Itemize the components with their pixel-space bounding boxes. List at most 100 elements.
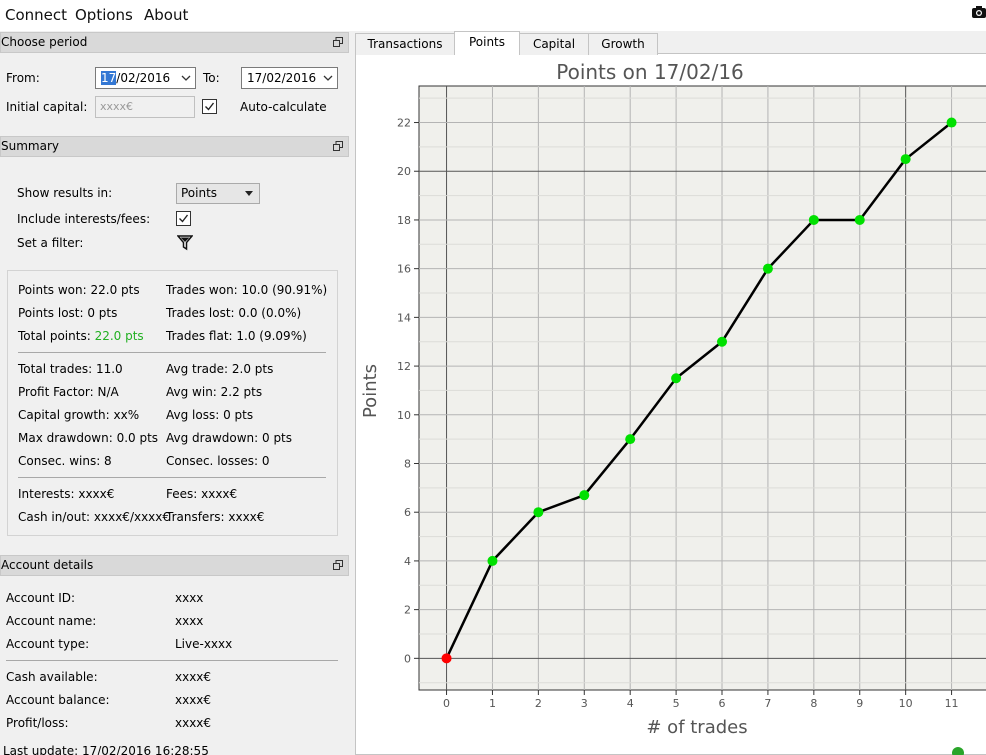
points-won: Points won: 22.0 pts xyxy=(18,283,140,297)
grid xyxy=(419,86,986,690)
y-tick-label: 20 xyxy=(397,165,411,178)
avg-trade: Avg trade: 2.0 pts xyxy=(166,362,274,376)
tab-capital[interactable]: Capital xyxy=(519,33,589,55)
account-details-dock-title: Account details xyxy=(0,555,349,576)
filter-label: Set a filter: xyxy=(17,236,84,250)
total-points: Total points: 22.0 pts xyxy=(18,329,144,343)
consec-losses: Consec. losses: 0 xyxy=(166,454,270,468)
y-tick-label: 6 xyxy=(404,506,411,519)
auto-calculate-checkbox[interactable] xyxy=(202,99,217,114)
capital-growth: Capital growth: xx% xyxy=(18,408,140,422)
data-point xyxy=(533,507,544,518)
dropdown-arrow-icon xyxy=(245,191,253,196)
total-trades: Total trades: 11.0 xyxy=(18,362,123,376)
y-tick-label: 2 xyxy=(404,604,411,617)
trades-flat: Trades flat: 1.0 (9.09%) xyxy=(166,329,307,343)
data-point xyxy=(900,154,911,165)
cash-available-label: Cash available: xyxy=(6,670,98,684)
plot-area xyxy=(418,85,986,691)
tab-points[interactable]: Points xyxy=(454,31,520,55)
camera-icon[interactable] xyxy=(972,6,986,18)
total-points-value: 22.0 pts xyxy=(94,329,144,343)
account-name-value: xxxx xyxy=(175,614,204,628)
account-type-label: Account type: xyxy=(6,637,90,651)
include-interests-label: Include interests/fees: xyxy=(17,212,151,226)
fees: Fees: xxxx€ xyxy=(166,487,238,501)
dock-float-icon[interactable] xyxy=(333,560,343,570)
from-label: From: xyxy=(6,71,40,85)
dock-float-icon[interactable] xyxy=(333,141,343,151)
y-tick-label: 12 xyxy=(397,360,411,373)
tab-transactions[interactable]: Transactions xyxy=(355,33,455,55)
auto-calculate-label: Auto-calculate xyxy=(240,100,327,114)
from-date-day: 17 xyxy=(101,71,117,85)
series-points xyxy=(441,117,957,664)
connection-status-indicator xyxy=(952,747,964,755)
checkmark-icon xyxy=(179,214,189,223)
cash-available-value: xxxx€ xyxy=(175,670,212,684)
y-tick-label: 10 xyxy=(397,409,411,422)
initial-capital-label: Initial capital: xyxy=(6,100,88,114)
account-balance-value: xxxx€ xyxy=(175,693,212,707)
data-point xyxy=(487,555,498,566)
show-results-value: Points xyxy=(181,186,218,200)
account-type-value: Live-xxxx xyxy=(175,637,233,651)
y-tick-label: 0 xyxy=(404,652,411,665)
profit-factor: Profit Factor: N/A xyxy=(18,385,119,399)
x-tick-label: 9 xyxy=(856,697,863,710)
trades-lost: Trades lost: 0.0 (0.0%) xyxy=(166,306,302,320)
x-tick-label: 10 xyxy=(899,697,913,710)
account-name-label: Account name: xyxy=(6,614,97,628)
choose-period-dock-title: Choose period xyxy=(0,32,349,53)
summary-title: Summary xyxy=(1,139,59,153)
series-line xyxy=(445,121,953,659)
y-tick-label: 16 xyxy=(397,263,411,276)
chevron-down-icon[interactable] xyxy=(181,73,191,83)
account-id-value: xxxx xyxy=(175,591,204,605)
x-tick-label: 8 xyxy=(810,697,817,710)
to-date-field[interactable]: 17/02/2016 xyxy=(241,67,338,89)
funnel-icon[interactable] xyxy=(177,235,193,251)
total-points-label: Total points: xyxy=(18,329,95,343)
data-point xyxy=(946,117,957,128)
x-tick-label: 4 xyxy=(627,697,634,710)
data-point xyxy=(579,490,590,501)
points-lost: Points lost: 0 pts xyxy=(18,306,118,320)
from-date-field[interactable]: 17/02/2016 xyxy=(95,67,196,89)
data-point xyxy=(671,373,682,384)
choose-period-title: Choose period xyxy=(1,35,88,49)
x-tick-label: 5 xyxy=(673,697,680,710)
dock-float-icon[interactable] xyxy=(333,37,343,47)
transfers: Transfers: xxxx€ xyxy=(166,510,265,524)
menu-options[interactable]: Options xyxy=(75,6,133,24)
menu-about[interactable]: About xyxy=(144,6,189,24)
data-point xyxy=(441,653,452,664)
divider xyxy=(18,477,326,478)
account-details-title: Account details xyxy=(1,558,94,572)
data-point xyxy=(625,434,636,445)
divider xyxy=(18,352,326,353)
data-point xyxy=(854,214,865,225)
from-date-rest: /02/2016 xyxy=(116,71,171,85)
y-tick-label: 8 xyxy=(404,458,411,471)
divider xyxy=(6,660,338,661)
consec-wins: Consec. wins: 8 xyxy=(18,454,112,468)
initial-capital-input[interactable]: xxxx€ xyxy=(95,96,195,118)
checkmark-icon xyxy=(205,102,215,111)
summary-stats-box xyxy=(7,270,338,536)
y-tick-label: 18 xyxy=(397,214,411,227)
include-interests-checkbox[interactable] xyxy=(176,211,191,226)
show-results-select[interactable]: Points xyxy=(176,183,260,204)
chevron-down-icon[interactable] xyxy=(323,73,333,83)
avg-drawdown: Avg drawdown: 0 pts xyxy=(166,431,293,445)
x-axis-label: # of trades xyxy=(646,717,747,738)
x-tick-label: 6 xyxy=(719,697,726,710)
account-id-label: Account ID: xyxy=(6,591,76,605)
x-tick-label: 3 xyxy=(581,697,588,710)
summary-dock-title: Summary xyxy=(0,136,349,157)
tab-growth[interactable]: Growth xyxy=(588,33,658,55)
trades-won: Trades won: 10.0 (90.91%) xyxy=(166,283,328,297)
points-chart: Points on 17/02/16 0 1 2 3 4 5 6 7 8 9 10 110246810… xyxy=(360,60,986,738)
menu-connect[interactable]: Connect xyxy=(5,6,68,24)
account-balance-label: Account balance: xyxy=(6,693,110,707)
